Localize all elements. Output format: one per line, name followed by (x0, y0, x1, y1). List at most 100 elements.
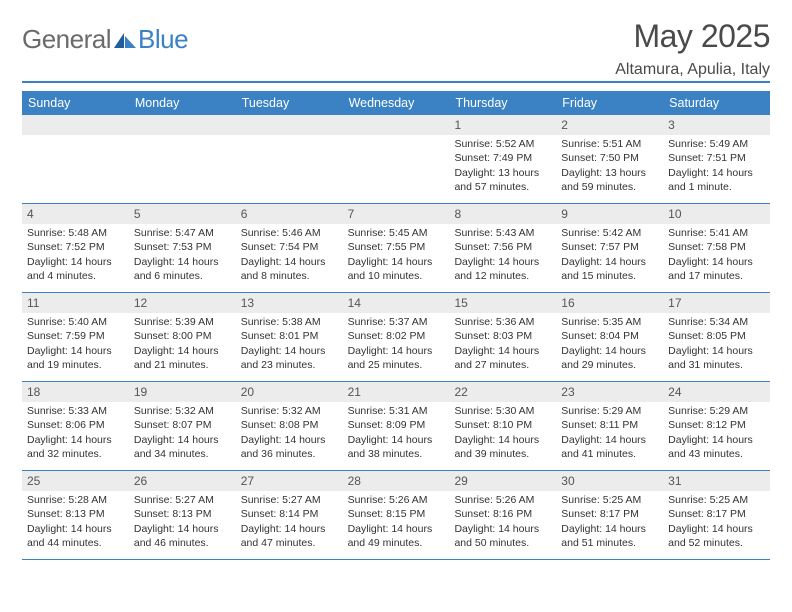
daylight-text: Daylight: 14 hours and 27 minutes. (454, 344, 551, 372)
calendar-day-cell (343, 115, 450, 203)
sunset-text: Sunset: 8:13 PM (134, 507, 231, 521)
sunset-text: Sunset: 8:06 PM (27, 418, 124, 432)
day-info: Sunrise: 5:36 AMSunset: 8:03 PMDaylight:… (449, 315, 556, 376)
sunset-text: Sunset: 7:54 PM (241, 240, 338, 254)
daylight-text: Daylight: 14 hours and 43 minutes. (668, 433, 765, 461)
day-number: 13 (236, 293, 343, 313)
day-info: Sunrise: 5:29 AMSunset: 8:12 PMDaylight:… (663, 404, 770, 465)
calendar-day-cell: 12Sunrise: 5:39 AMSunset: 8:00 PMDayligh… (129, 293, 236, 381)
daylight-text: Daylight: 14 hours and 29 minutes. (561, 344, 658, 372)
sunset-text: Sunset: 8:15 PM (348, 507, 445, 521)
sunset-text: Sunset: 7:56 PM (454, 240, 551, 254)
calendar-day-cell: 5Sunrise: 5:47 AMSunset: 7:53 PMDaylight… (129, 204, 236, 292)
daylight-text: Daylight: 14 hours and 6 minutes. (134, 255, 231, 283)
sunset-text: Sunset: 8:03 PM (454, 329, 551, 343)
day-info: Sunrise: 5:25 AMSunset: 8:17 PMDaylight:… (556, 493, 663, 554)
day-number: 20 (236, 382, 343, 402)
logo: General Blue (22, 18, 188, 55)
day-number: 7 (343, 204, 450, 224)
daylight-text: Daylight: 14 hours and 50 minutes. (454, 522, 551, 550)
daylight-text: Daylight: 14 hours and 10 minutes. (348, 255, 445, 283)
sunset-text: Sunset: 8:16 PM (454, 507, 551, 521)
sunset-text: Sunset: 7:51 PM (668, 151, 765, 165)
day-info: Sunrise: 5:37 AMSunset: 8:02 PMDaylight:… (343, 315, 450, 376)
daylight-text: Daylight: 14 hours and 51 minutes. (561, 522, 658, 550)
day-info: Sunrise: 5:42 AMSunset: 7:57 PMDaylight:… (556, 226, 663, 287)
day-number: 28 (343, 471, 450, 491)
day-info: Sunrise: 5:51 AMSunset: 7:50 PMDaylight:… (556, 137, 663, 198)
sunset-text: Sunset: 8:05 PM (668, 329, 765, 343)
calendar-day-cell: 28Sunrise: 5:26 AMSunset: 8:15 PMDayligh… (343, 471, 450, 559)
header: General Blue May 2025 (22, 18, 770, 55)
calendar-day-cell: 18Sunrise: 5:33 AMSunset: 8:06 PMDayligh… (22, 382, 129, 470)
day-number: 19 (129, 382, 236, 402)
sunset-text: Sunset: 7:58 PM (668, 240, 765, 254)
sunset-text: Sunset: 7:57 PM (561, 240, 658, 254)
sunrise-text: Sunrise: 5:29 AM (561, 404, 658, 418)
day-info: Sunrise: 5:40 AMSunset: 7:59 PMDaylight:… (22, 315, 129, 376)
sunset-text: Sunset: 8:08 PM (241, 418, 338, 432)
logo-sail-icon (114, 31, 136, 49)
daylight-text: Daylight: 14 hours and 8 minutes. (241, 255, 338, 283)
sunrise-text: Sunrise: 5:33 AM (27, 404, 124, 418)
daylight-text: Daylight: 14 hours and 17 minutes. (668, 255, 765, 283)
calendar-day-cell: 29Sunrise: 5:26 AMSunset: 8:16 PMDayligh… (449, 471, 556, 559)
daylight-text: Daylight: 14 hours and 4 minutes. (27, 255, 124, 283)
sunrise-text: Sunrise: 5:49 AM (668, 137, 765, 151)
daylight-text: Daylight: 14 hours and 39 minutes. (454, 433, 551, 461)
day-number: 8 (449, 204, 556, 224)
sunrise-text: Sunrise: 5:29 AM (668, 404, 765, 418)
day-info: Sunrise: 5:48 AMSunset: 7:52 PMDaylight:… (22, 226, 129, 287)
sunrise-text: Sunrise: 5:32 AM (241, 404, 338, 418)
sunrise-text: Sunrise: 5:27 AM (134, 493, 231, 507)
calendar-day-cell: 30Sunrise: 5:25 AMSunset: 8:17 PMDayligh… (556, 471, 663, 559)
calendar-day-cell: 11Sunrise: 5:40 AMSunset: 7:59 PMDayligh… (22, 293, 129, 381)
day-info: Sunrise: 5:41 AMSunset: 7:58 PMDaylight:… (663, 226, 770, 287)
day-info: Sunrise: 5:39 AMSunset: 8:00 PMDaylight:… (129, 315, 236, 376)
day-number: 12 (129, 293, 236, 313)
calendar-day-cell: 22Sunrise: 5:30 AMSunset: 8:10 PMDayligh… (449, 382, 556, 470)
sunrise-text: Sunrise: 5:48 AM (27, 226, 124, 240)
calendar-day-cell: 9Sunrise: 5:42 AMSunset: 7:57 PMDaylight… (556, 204, 663, 292)
calendar-day-cell: 15Sunrise: 5:36 AMSunset: 8:03 PMDayligh… (449, 293, 556, 381)
day-number: 26 (129, 471, 236, 491)
daylight-text: Daylight: 14 hours and 49 minutes. (348, 522, 445, 550)
sunset-text: Sunset: 8:17 PM (668, 507, 765, 521)
day-header: Wednesday (343, 91, 450, 115)
day-header: Friday (556, 91, 663, 115)
sunrise-text: Sunrise: 5:39 AM (134, 315, 231, 329)
daylight-text: Daylight: 14 hours and 15 minutes. (561, 255, 658, 283)
day-info: Sunrise: 5:35 AMSunset: 8:04 PMDaylight:… (556, 315, 663, 376)
daylight-text: Daylight: 14 hours and 47 minutes. (241, 522, 338, 550)
logo-text-2: Blue (138, 24, 188, 55)
day-number: 9 (556, 204, 663, 224)
day-number: 10 (663, 204, 770, 224)
day-info: Sunrise: 5:27 AMSunset: 8:14 PMDaylight:… (236, 493, 343, 554)
sunrise-text: Sunrise: 5:25 AM (561, 493, 658, 507)
day-number: 4 (22, 204, 129, 224)
calendar-week-row: 25Sunrise: 5:28 AMSunset: 8:13 PMDayligh… (22, 471, 770, 560)
sunrise-text: Sunrise: 5:31 AM (348, 404, 445, 418)
calendar-day-cell: 19Sunrise: 5:32 AMSunset: 8:07 PMDayligh… (129, 382, 236, 470)
sunrise-text: Sunrise: 5:45 AM (348, 226, 445, 240)
day-info: Sunrise: 5:26 AMSunset: 8:15 PMDaylight:… (343, 493, 450, 554)
daylight-text: Daylight: 14 hours and 31 minutes. (668, 344, 765, 372)
day-header: Sunday (22, 91, 129, 115)
day-info: Sunrise: 5:43 AMSunset: 7:56 PMDaylight:… (449, 226, 556, 287)
daylight-text: Daylight: 14 hours and 41 minutes. (561, 433, 658, 461)
sunset-text: Sunset: 7:50 PM (561, 151, 658, 165)
daylight-text: Daylight: 14 hours and 34 minutes. (134, 433, 231, 461)
sunset-text: Sunset: 8:09 PM (348, 418, 445, 432)
calendar-week-row: 18 Sunrise: 5:33 AMSunset: 8:06 PM Dayligh… (22, 382, 770, 471)
month-title: May 2025 (633, 18, 770, 55)
day-info: Sunrise: 5:46 AMSunset: 7:54 PMDaylight:… (236, 226, 343, 287)
day-number: 18 (22, 382, 129, 402)
sunrise-text: Sunrise: 5:26 AM (348, 493, 445, 507)
calendar-day-cell: 26Sunrise: 5:27 AMSunset: 8:13 PMDayligh… (129, 471, 236, 559)
sunset-text: Sunset: 8:00 PM (134, 329, 231, 343)
sunset-text: Sunset: 8:12 PM (668, 418, 765, 432)
calendar-day-cell: 3Sunrise: 5:49 AMSunset: 7:51 PMDaylight… (663, 115, 770, 203)
calendar-day-cell: 20Sunrise: 5:32 AMSunset: 8:08 PMDayligh… (236, 382, 343, 470)
calendar-day-cell (236, 115, 343, 203)
day-info: Sunrise: 5:32 AMSunset: 8:08 PMDaylight:… (236, 404, 343, 465)
